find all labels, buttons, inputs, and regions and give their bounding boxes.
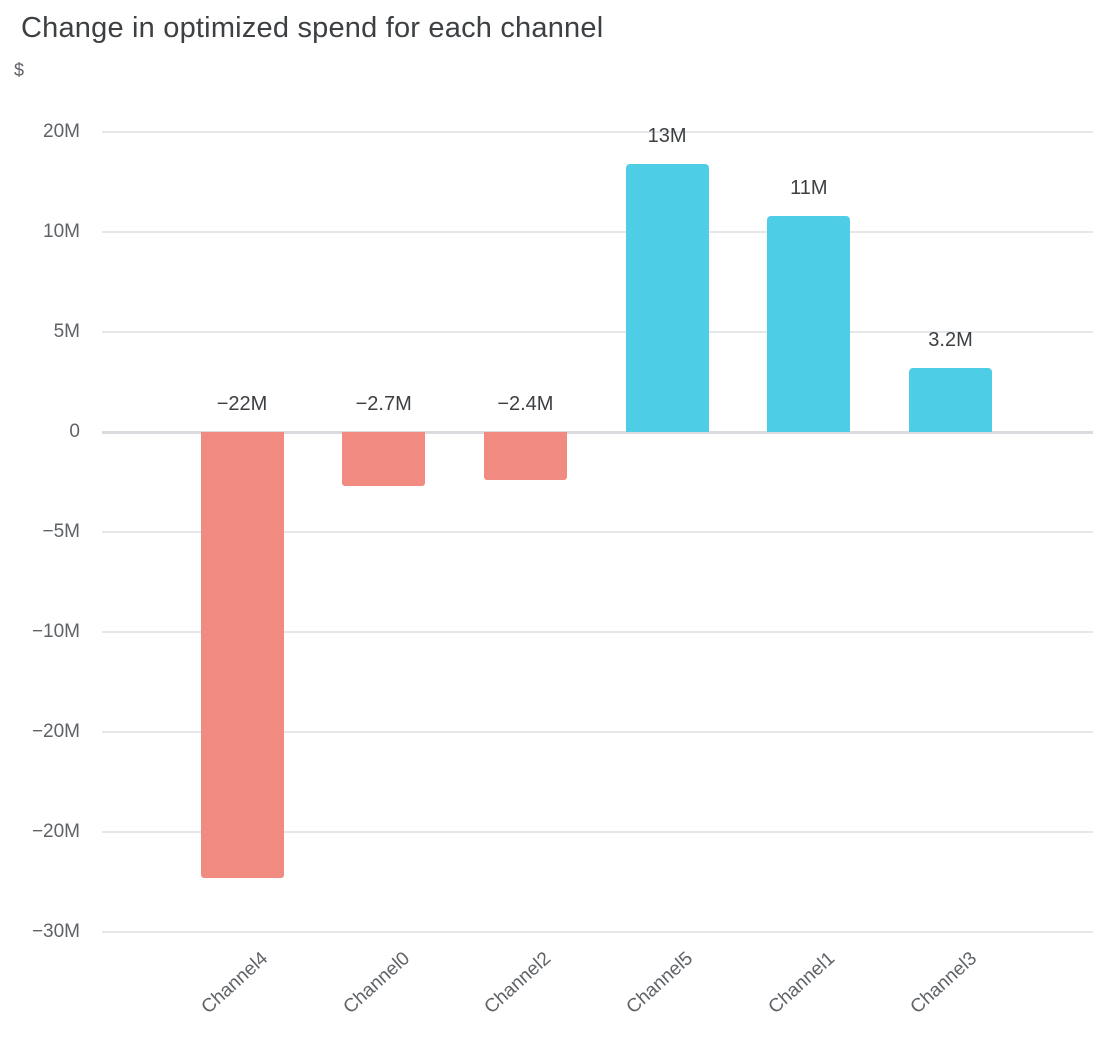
x-category-label: Channel1	[764, 948, 839, 1019]
x-category-label: Channel3	[906, 948, 981, 1019]
bar-channel3	[909, 368, 992, 432]
y-tick-label: 0	[69, 421, 80, 442]
y-tick-label: −20M	[31, 721, 80, 742]
bar-channel4	[200, 432, 284, 878]
bar-value-label: −22M	[216, 393, 268, 415]
bar-value-label: 11M	[790, 177, 828, 199]
y-tick-label: 10M	[43, 221, 80, 242]
bar-value-label: 13M	[647, 125, 687, 147]
x-category-label: Channel2	[480, 948, 556, 1019]
y-tick-label: 5M	[53, 321, 80, 342]
gridline	[102, 731, 1093, 733]
y-tick-label: −30M	[31, 921, 80, 942]
y-tick-label: −10M	[31, 621, 80, 642]
y-tick-label: −20M	[31, 821, 80, 842]
bar-channel0	[342, 432, 426, 486]
gridline	[102, 831, 1093, 833]
bar-channel5	[625, 164, 709, 432]
gridline	[102, 531, 1093, 533]
gridline	[102, 931, 1093, 933]
y-axis-unit-label: $	[14, 60, 25, 80]
bar-value-label: 3.2M	[928, 329, 973, 351]
gridline	[102, 631, 1093, 633]
bar-value-label: −2.7M	[355, 393, 412, 415]
gridline	[102, 331, 1093, 333]
gridline	[102, 131, 1093, 133]
x-category-label: Channel0	[339, 948, 414, 1019]
gridline	[102, 231, 1093, 233]
bar-channel2	[483, 432, 567, 480]
bar-channel1	[767, 216, 851, 432]
chart-title: Change in optimized spend for each chann…	[21, 12, 604, 44]
bar-value-label: −2.4M	[497, 393, 554, 415]
y-tick-label: 20M	[43, 121, 80, 142]
x-category-label: Channel5	[622, 948, 698, 1019]
y-tick-label: −5M	[42, 521, 81, 542]
x-category-label: Channel4	[197, 948, 273, 1019]
zero-gridline	[102, 431, 1093, 434]
